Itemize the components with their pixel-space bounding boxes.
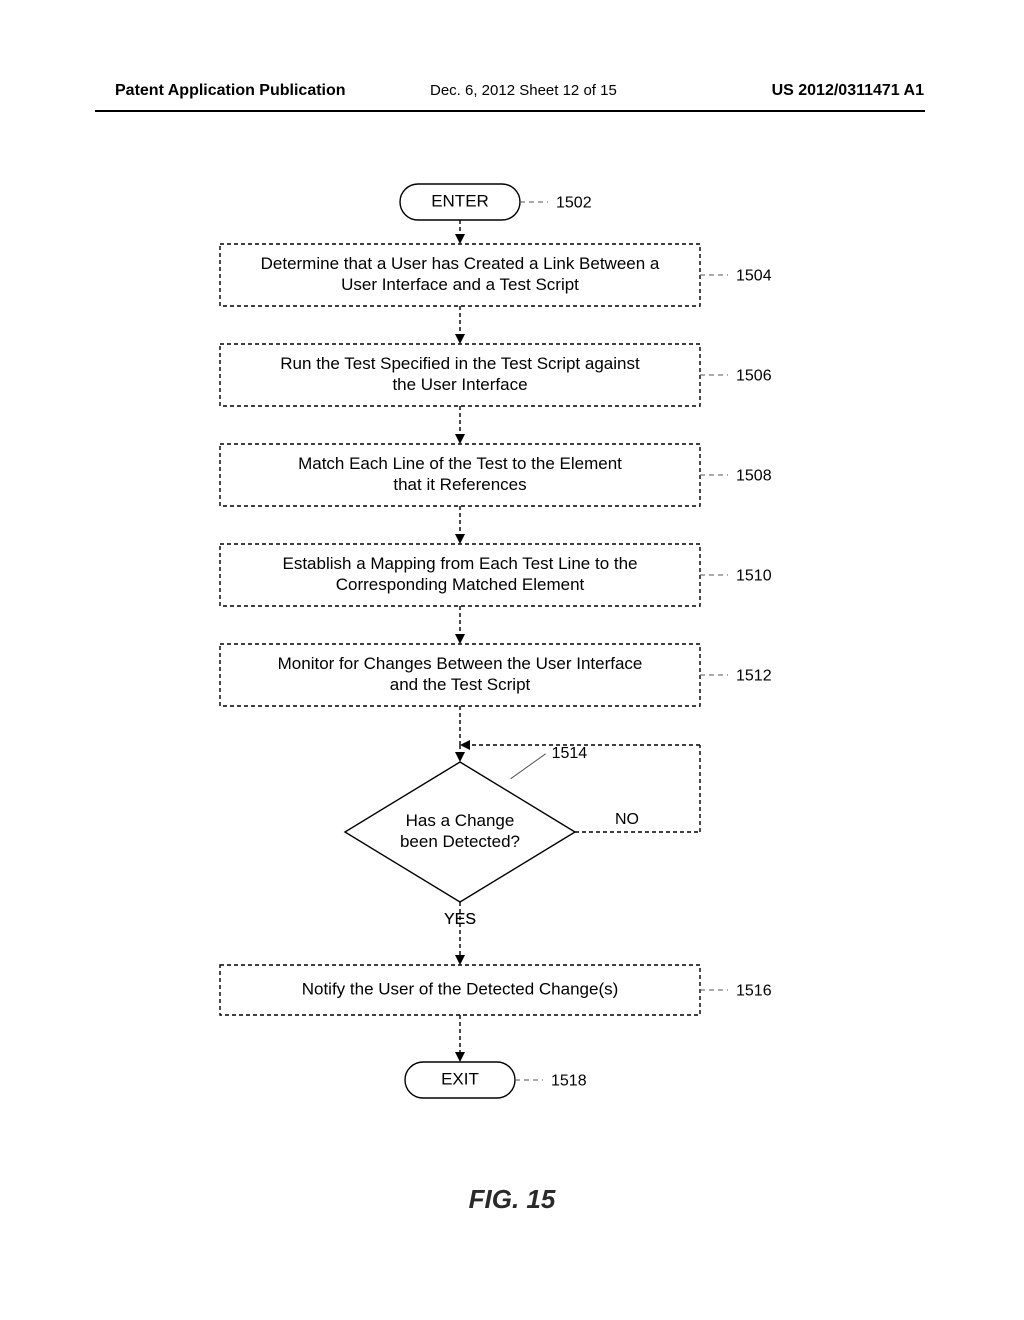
reference-number: 1502 bbox=[556, 195, 592, 212]
flow-node-text: and the Test Script bbox=[390, 675, 531, 694]
page: Patent Application Publication Dec. 6, 2… bbox=[0, 0, 1024, 1320]
reference-number: 1518 bbox=[551, 1073, 587, 1090]
reference-number: 1508 bbox=[736, 468, 772, 485]
flow-node-text: that it References bbox=[393, 475, 526, 494]
reference-number: 1514 bbox=[552, 745, 588, 762]
figure-caption: FIG. 15 bbox=[0, 1184, 1024, 1215]
flow-node-text: EXIT bbox=[441, 1069, 479, 1088]
flow-node-text: Match Each Line of the Test to the Eleme… bbox=[298, 454, 622, 473]
header-rule bbox=[95, 110, 925, 112]
header-center-text: Dec. 6, 2012 Sheet 12 of 15 bbox=[430, 82, 617, 99]
flow-node-text: Monitor for Changes Between the User Int… bbox=[278, 654, 643, 673]
flow-node-text: ENTER bbox=[431, 191, 489, 210]
flow-node-text: Establish a Mapping from Each Test Line … bbox=[283, 554, 638, 573]
edge-label-yes: YES bbox=[444, 911, 476, 928]
edge-label-no: NO bbox=[615, 811, 639, 828]
reference-number: 1516 bbox=[736, 983, 772, 1000]
header-right-text: US 2012/0311471 A1 bbox=[772, 82, 924, 100]
flowchart-svg: ENTER 1502 Determine that a User has Creat… bbox=[0, 160, 1024, 1210]
flow-node-text: User Interface and a Test Script bbox=[341, 275, 579, 294]
reference-number: 1506 bbox=[736, 368, 772, 385]
flow-node-text: been Detected? bbox=[400, 832, 520, 851]
flowchart-container: ENTER 1502 Determine that a User has Creat… bbox=[0, 160, 1024, 1210]
reference-number: 1512 bbox=[736, 668, 772, 685]
header-left-text: Patent Application Publication bbox=[115, 82, 346, 100]
flow-node-text: Notify the User of the Detected Change(s… bbox=[302, 979, 619, 998]
flow-node-text: Determine that a User has Created a Link… bbox=[261, 254, 660, 273]
flow-node-text: Run the Test Specified in the Test Scrip… bbox=[280, 354, 640, 373]
flow-node-text: Corresponding Matched Element bbox=[336, 575, 585, 594]
flow-node-text: the User Interface bbox=[392, 375, 527, 394]
page-header: Patent Application Publication Dec. 6, 2… bbox=[0, 82, 1024, 106]
flow-node-text: Has a Change bbox=[406, 811, 515, 830]
reference-number: 1504 bbox=[736, 268, 772, 285]
reference-number: 1510 bbox=[736, 568, 772, 585]
